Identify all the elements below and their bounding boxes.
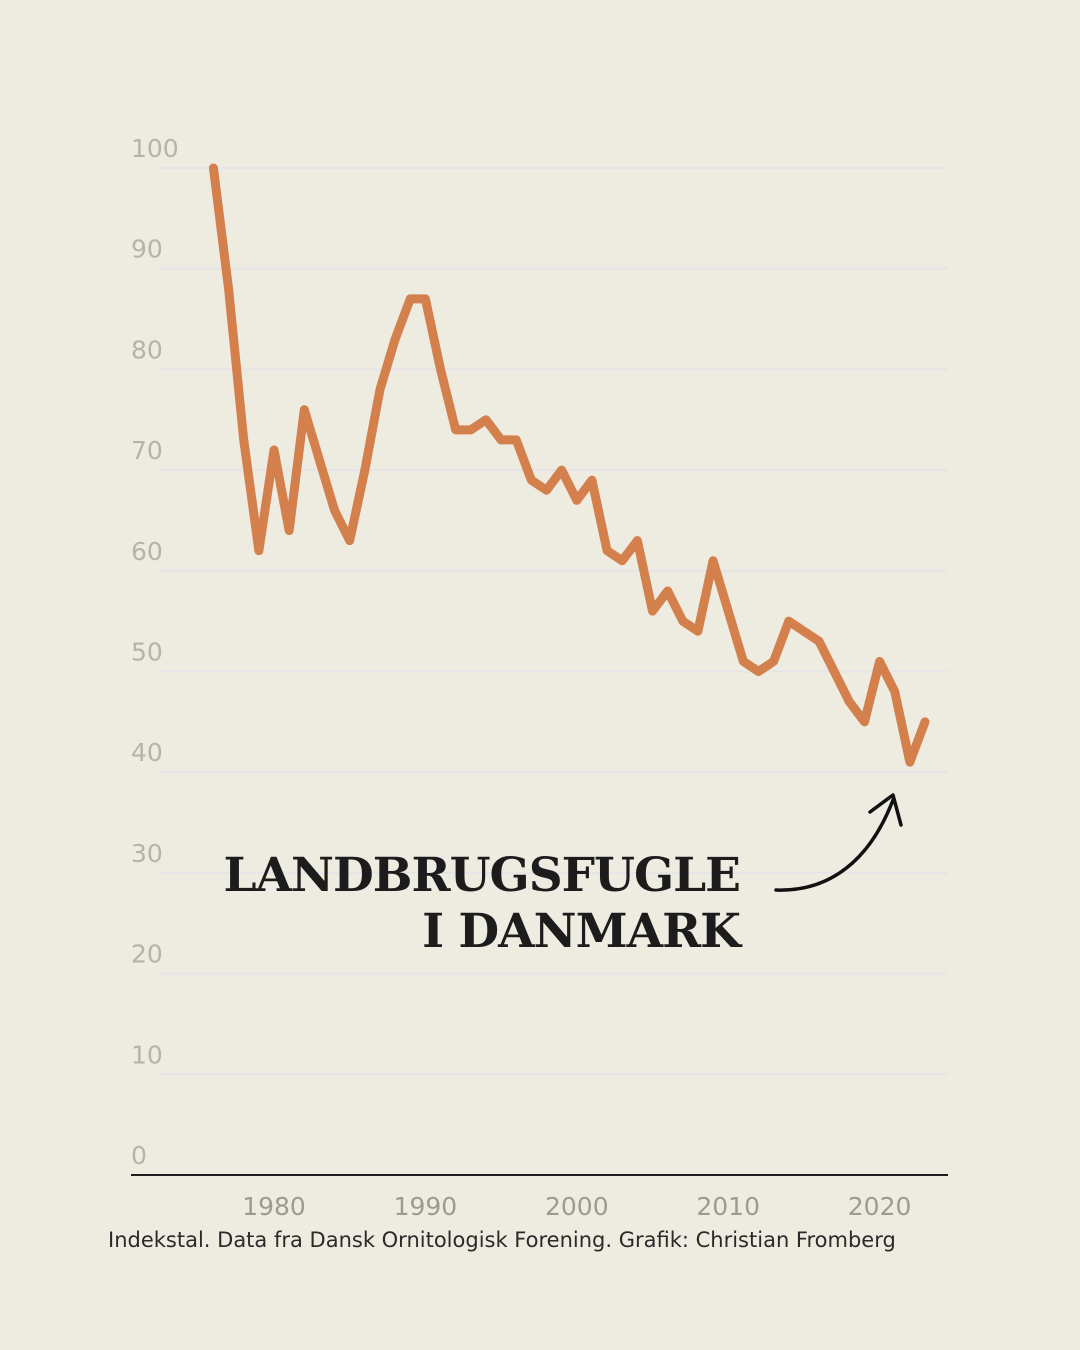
x-tick-label: 2020: [848, 1192, 912, 1221]
x-tick-label: 2000: [545, 1192, 609, 1221]
y-tick-label: 30: [131, 839, 163, 868]
annotation-arrow: [774, 798, 895, 892]
y-tick-label: 20: [131, 940, 163, 969]
y-tick-label: 10: [131, 1040, 163, 1069]
x-tick-label: 1990: [394, 1192, 458, 1221]
y-tick-label: 60: [131, 537, 163, 566]
y-tick-label: 90: [131, 235, 163, 264]
y-tick-label: 0: [131, 1141, 147, 1170]
title-line-2: I DANMARK: [422, 904, 741, 959]
y-tick-label: 70: [131, 436, 163, 465]
title-line-1: LANDBRUGSFUGLE: [223, 848, 741, 903]
arrow-head-icon: [868, 793, 903, 827]
y-tick-label: 100: [131, 134, 179, 163]
chart-title: LANDBRUGSFUGLE I DANMARK: [223, 848, 741, 960]
x-tick-label: 1980: [242, 1192, 306, 1221]
x-tick-label: 2010: [696, 1192, 760, 1221]
y-tick-label: 40: [131, 738, 163, 767]
series-line-landbrugsfugle: [208, 163, 930, 767]
y-tick-label: 50: [131, 638, 163, 667]
chart-caption: Indekstal. Data fra Dansk Ornitologisk F…: [108, 1228, 896, 1252]
y-tick-label: 80: [131, 335, 163, 364]
